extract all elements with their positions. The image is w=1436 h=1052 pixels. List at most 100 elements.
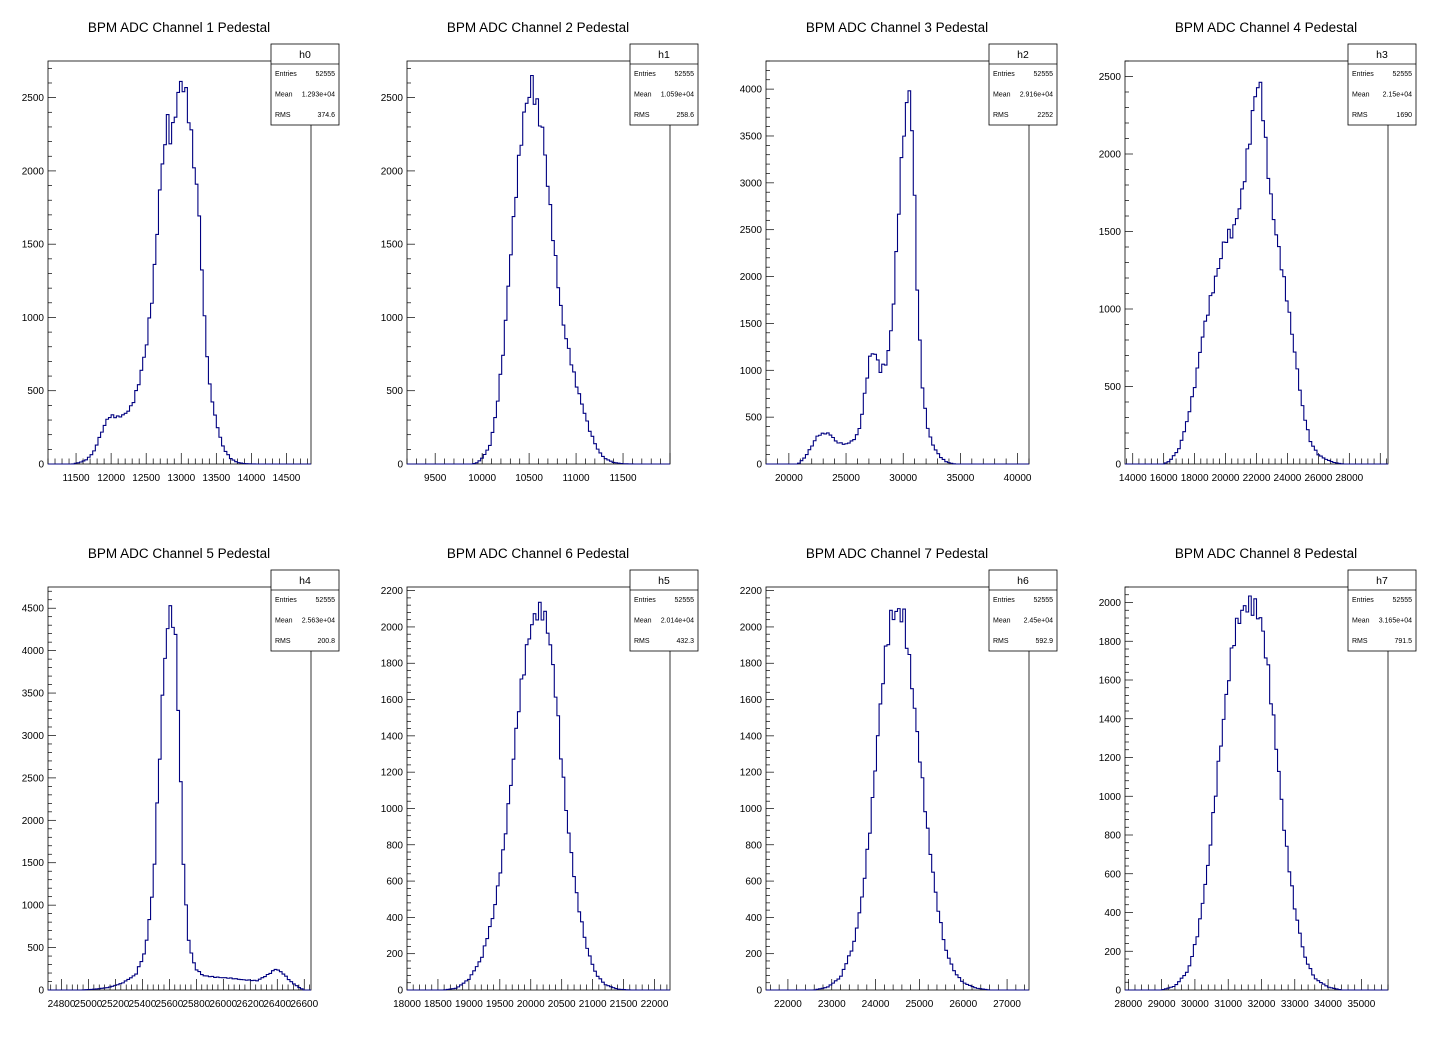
stats-label: Entries xyxy=(275,71,297,78)
stats-value: 52555 xyxy=(1034,597,1054,604)
y-tick-label: 0 xyxy=(397,460,403,471)
stats-label: Mean xyxy=(1352,618,1370,625)
stats-name: h3 xyxy=(1376,49,1388,61)
x-tick-label: 19000 xyxy=(455,999,483,1010)
histogram-line xyxy=(1125,595,1388,991)
x-tick-label: 30000 xyxy=(1181,999,1209,1010)
y-tick-label: 500 xyxy=(27,943,44,954)
x-tick-label: 35000 xyxy=(1347,999,1375,1010)
y-tick-label: 600 xyxy=(745,877,762,888)
plot-frame xyxy=(47,60,312,465)
y-tick-label: 0 xyxy=(38,986,44,997)
y-tick-label: 1000 xyxy=(22,901,45,912)
histogram-panel: BPM ADC Channel 4 Pedestal 14000 16000 1800… xyxy=(1099,20,1417,484)
stats-box: h7 Entries 52555 Mean 3.165e+04 RMS 791.5 xyxy=(1347,569,1417,652)
x-tick-label: 26000 xyxy=(949,999,977,1010)
chart-title: BPM ADC Channel 8 Pedestal xyxy=(1175,546,1357,561)
chart-title: BPM ADC Channel 1 Pedestal xyxy=(88,20,270,35)
x-tick-label: 26400 xyxy=(263,999,291,1010)
stats-value: 52555 xyxy=(1034,71,1054,78)
y-tick-label: 4000 xyxy=(22,646,45,657)
y-tick-label: 4000 xyxy=(740,85,763,96)
x-tick-label: 20000 xyxy=(775,473,803,484)
stats-box: h1 Entries 52555 Mean 1.059e+04 RMS 258.6 xyxy=(629,43,699,126)
stats-value: 52555 xyxy=(316,71,336,78)
histogram-line xyxy=(766,90,1029,465)
plot-frame xyxy=(765,586,1030,991)
y-tick-label: 1600 xyxy=(1099,676,1122,687)
stats-value: 2252 xyxy=(1037,112,1053,119)
stats-label: RMS xyxy=(275,638,291,645)
x-tick-label: 22000 xyxy=(641,999,669,1010)
stats-label: Mean xyxy=(275,92,293,99)
stats-value: 2.014e+04 xyxy=(661,618,694,625)
x-tick-label: 26200 xyxy=(236,999,264,1010)
x-tick-label: 28000 xyxy=(1114,999,1142,1010)
y-tick-label: 1000 xyxy=(22,313,45,324)
x-tick-label: 12500 xyxy=(132,473,160,484)
chart-title: BPM ADC Channel 7 Pedestal xyxy=(806,546,988,561)
y-tick-label: 1500 xyxy=(22,240,45,251)
stats-label: Entries xyxy=(634,597,656,604)
stats-label: Mean xyxy=(634,618,652,625)
stats-box-frame xyxy=(988,43,1058,126)
stats-label: Entries xyxy=(993,71,1015,78)
y-tick-label: 1500 xyxy=(381,240,404,251)
chart-title: BPM ADC Channel 4 Pedestal xyxy=(1175,20,1357,35)
stats-box: h2 Entries 52555 Mean 2.916e+04 RMS 2252 xyxy=(988,43,1058,126)
x-tick-label: 34000 xyxy=(1314,999,1342,1010)
x-tick-label: 26600 xyxy=(290,999,318,1010)
y-tick-label: 2000 xyxy=(740,622,763,633)
stats-box-frame xyxy=(629,43,699,126)
stats-value: 52555 xyxy=(1393,597,1413,604)
y-tick-label: 800 xyxy=(386,840,403,851)
y-tick-label: 400 xyxy=(386,913,403,924)
y-tick-label: 2000 xyxy=(1099,150,1122,161)
y-tick-label: 2000 xyxy=(381,166,404,177)
stats-label: Entries xyxy=(1352,597,1374,604)
x-tick-label: 25800 xyxy=(182,999,210,1010)
stats-label: RMS xyxy=(1352,112,1368,119)
histogram-line xyxy=(766,608,1029,991)
stats-label: RMS xyxy=(634,112,650,119)
y-tick-label: 0 xyxy=(756,460,762,471)
y-tick-label: 600 xyxy=(386,877,403,888)
x-tick-label: 21500 xyxy=(610,999,638,1010)
y-tick-label: 2000 xyxy=(22,816,45,827)
x-tick-label: 10000 xyxy=(468,473,496,484)
y-tick-label: 1400 xyxy=(1099,714,1122,725)
y-tick-label: 1600 xyxy=(381,695,404,706)
stats-label: Entries xyxy=(275,597,297,604)
chart-title: BPM ADC Channel 3 Pedestal xyxy=(806,20,988,35)
x-tick-label: 25600 xyxy=(155,999,183,1010)
x-tick-label: 19500 xyxy=(486,999,514,1010)
x-tick-label: 11500 xyxy=(63,473,91,484)
stats-label: Mean xyxy=(993,618,1011,625)
y-tick-label: 1800 xyxy=(740,659,763,670)
stats-value: 592.9 xyxy=(1035,638,1053,645)
stats-label: Entries xyxy=(1352,71,1374,78)
stats-box: h0 Entries 52555 Mean 1.293e+04 RMS 374.6 xyxy=(270,43,340,126)
y-tick-label: 4500 xyxy=(22,604,45,615)
x-tick-label: 14000 xyxy=(1119,473,1147,484)
y-tick-label: 1200 xyxy=(740,768,763,779)
x-tick-label: 24800 xyxy=(48,999,76,1010)
x-tick-label: 20000 xyxy=(517,999,545,1010)
stats-label: RMS xyxy=(993,112,1009,119)
plot-frame xyxy=(765,60,1030,465)
stats-box-frame xyxy=(1347,43,1417,126)
y-tick-label: 0 xyxy=(38,460,44,471)
y-tick-label: 1000 xyxy=(1099,305,1122,316)
y-tick-label: 2500 xyxy=(381,93,404,104)
stats-label: RMS xyxy=(275,112,291,119)
y-tick-label: 1500 xyxy=(22,858,45,869)
stats-value: 2.15e+04 xyxy=(1383,92,1412,99)
plot-frame xyxy=(406,586,671,991)
x-tick-label: 26000 xyxy=(209,999,237,1010)
stats-label: Mean xyxy=(993,92,1011,99)
